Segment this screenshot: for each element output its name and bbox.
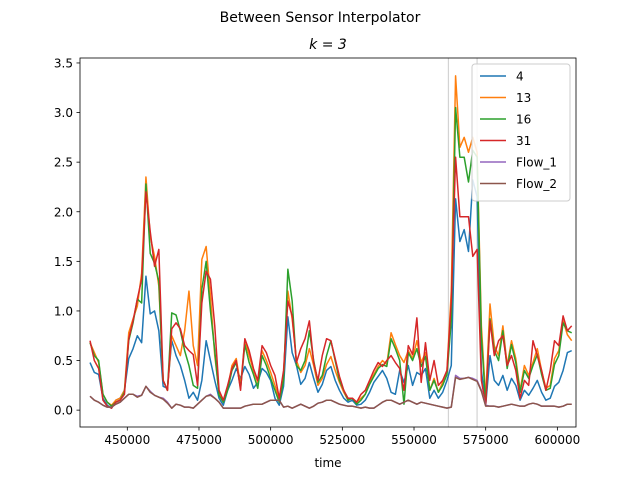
legend-label-4: 4 — [516, 70, 524, 84]
x-tick-label: 500000 — [248, 433, 294, 447]
legend-label-31: 31 — [516, 134, 531, 148]
legend-label-16: 16 — [516, 113, 531, 127]
legend-label-flow-1: Flow_1 — [516, 156, 557, 170]
x-tick-label: 550000 — [391, 433, 437, 447]
y-tick-label: 0.5 — [54, 354, 73, 368]
x-tick-label: 600000 — [534, 433, 580, 447]
y-tick-label: 1.5 — [54, 255, 73, 269]
x-tick-label: 575000 — [463, 433, 509, 447]
y-tick-label: 2.0 — [54, 205, 73, 219]
x-tick-label: 525000 — [319, 433, 365, 447]
chart-title: k = 3 — [309, 37, 347, 53]
y-tick-label: 3.0 — [54, 106, 73, 120]
plot-area-frame — [79, 57, 577, 428]
x-axis-label: time — [314, 456, 341, 470]
x-axis-ticks: 450000 475000 500000 525000 550000 575000 6000… — [104, 427, 580, 447]
y-tick-label: 0.0 — [54, 404, 73, 418]
x-tick-label: 450000 — [104, 433, 150, 447]
series-line-31 — [89, 156, 573, 409]
chart-suptitle: Between Sensor Interpolator — [220, 10, 421, 26]
legend-label-13: 13 — [516, 91, 531, 105]
y-tick-label: 1.0 — [54, 304, 73, 318]
x-tick-label: 475000 — [176, 433, 222, 447]
y-tick-label: 2.5 — [54, 156, 73, 170]
series-lines — [89, 75, 573, 409]
y-tick-label: 3.5 — [54, 56, 73, 70]
y-axis-ticks: 0.0 0.5 1.0 1.5 2.0 2.5 3.0 3.5 — [54, 56, 80, 418]
series-line-flow-2 — [89, 376, 572, 409]
legend-label-flow-2: Flow_2 — [516, 177, 557, 191]
legend: 4 13 16 31 Flow_1 Flow_2 — [471, 63, 571, 202]
